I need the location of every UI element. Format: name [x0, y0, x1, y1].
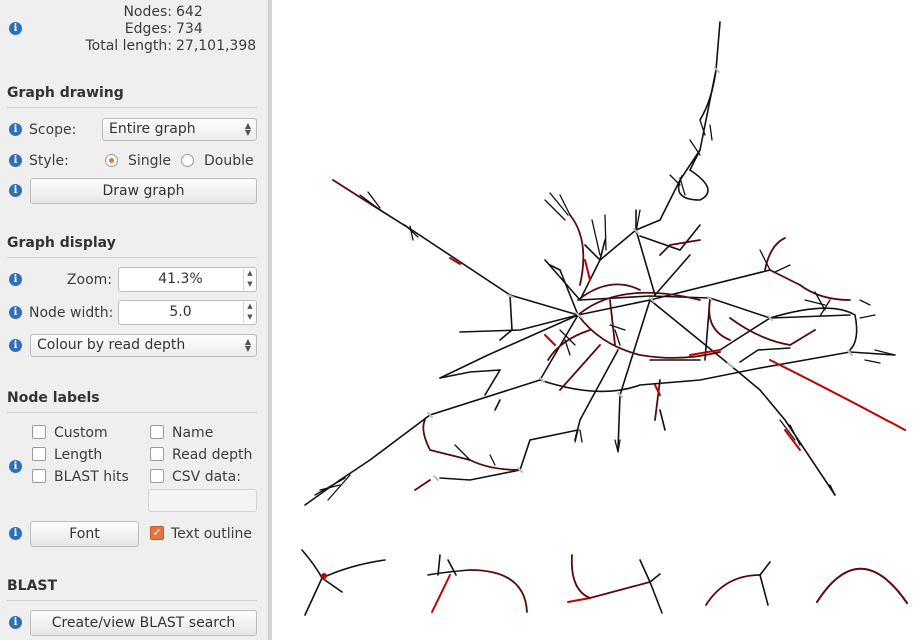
node-width-spinbox[interactable]: 5.0 ▲ ▼	[118, 300, 257, 325]
text-outline-label: Text outline	[171, 526, 252, 542]
blast-heading: BLAST	[7, 578, 58, 594]
csv-column-select	[148, 489, 257, 512]
graph-canvas[interactable]	[272, 0, 923, 640]
divider	[7, 600, 257, 601]
blast-hits-checkbox[interactable]	[32, 469, 46, 483]
graph-tips	[314, 119, 896, 501]
spin-arrows-icon[interactable]: ▲ ▼	[243, 301, 256, 324]
node-labels-heading: Node labels	[7, 390, 100, 406]
info-icon[interactable]: i	[9, 306, 22, 319]
info-icon[interactable]: i	[9, 273, 22, 286]
nodes-label: Nodes:	[123, 4, 172, 20]
info-icon[interactable]: i	[9, 22, 22, 35]
blast-hits-label: BLAST hits	[54, 469, 129, 485]
style-double-radio[interactable]	[181, 154, 194, 167]
length-label: Length	[54, 447, 103, 463]
create-blast-search-button[interactable]: Create/view BLAST search	[30, 610, 257, 636]
info-icon[interactable]: i	[9, 527, 22, 540]
style-single-label: Single	[128, 153, 172, 169]
edges-value: 734	[176, 21, 203, 37]
scope-select[interactable]: Entire graph ▲ ▼	[102, 118, 257, 141]
draw-graph-button[interactable]: Draw graph	[30, 178, 257, 204]
node-width-label: Node width:	[29, 305, 114, 321]
info-icon[interactable]: i	[9, 123, 22, 136]
spin-arrows-icon[interactable]: ▲ ▼	[243, 268, 256, 291]
colour-mode-select[interactable]: Colour by read depth ▲ ▼	[30, 334, 257, 357]
graph-edges-dark	[304, 21, 896, 506]
assembly-graph[interactable]	[272, 0, 923, 640]
style-label: Style:	[29, 153, 69, 169]
length-checkbox[interactable]	[32, 447, 46, 461]
font-button[interactable]: Font	[30, 521, 139, 547]
small-component-2	[427, 554, 528, 613]
total-length-label: Total length:	[85, 38, 173, 54]
zoom-label: Zoom:	[66, 272, 112, 288]
edges-label: Edges:	[124, 21, 172, 37]
colour-mode-value: Colour by read depth	[37, 337, 186, 353]
small-component-5	[816, 567, 908, 604]
small-component-4	[705, 561, 771, 606]
divider	[7, 412, 257, 413]
style-double-label: Double	[204, 153, 254, 169]
custom-checkbox[interactable]	[32, 425, 46, 439]
divider	[7, 257, 257, 258]
graph-edges-maroon	[332, 179, 851, 491]
zoom-value: 41.3%	[158, 271, 203, 287]
zoom-spinbox[interactable]: 41.3% ▲ ▼	[118, 267, 257, 292]
divider	[7, 107, 257, 108]
total-length-value: 27,101,398	[176, 38, 257, 54]
info-icon[interactable]: i	[9, 460, 22, 473]
name-checkbox[interactable]	[150, 425, 164, 439]
read-depth-checkbox[interactable]	[150, 447, 164, 461]
custom-label: Custom	[54, 425, 108, 441]
info-icon[interactable]: i	[9, 339, 22, 352]
nodes-value: 642	[176, 4, 203, 20]
graph-edges-red	[449, 257, 906, 451]
graph-drawing-heading: Graph drawing	[7, 85, 124, 101]
text-outline-checkbox[interactable]: ✓	[150, 526, 164, 540]
scope-value: Entire graph	[109, 121, 196, 137]
style-single-radio[interactable]	[105, 154, 118, 167]
panel-splitter[interactable]	[268, 0, 272, 640]
csv-data-label: CSV data:	[172, 469, 241, 485]
read-depth-label: Read depth	[172, 447, 253, 463]
info-icon[interactable]: i	[9, 154, 22, 167]
csv-data-checkbox[interactable]	[150, 469, 164, 483]
small-component-3	[567, 554, 663, 614]
info-icon[interactable]: i	[9, 184, 22, 197]
updown-arrow-icon: ▲ ▼	[244, 337, 251, 353]
scope-label: Scope:	[29, 122, 77, 138]
control-panel: i Nodes: 642 Edges: 734 Total length: 27…	[0, 0, 268, 640]
name-label: Name	[172, 425, 214, 441]
updown-arrow-icon: ▲ ▼	[244, 121, 251, 137]
graph-display-heading: Graph display	[7, 235, 116, 251]
small-component-1	[301, 549, 386, 616]
node-junctions	[427, 67, 853, 481]
info-icon[interactable]: i	[9, 616, 22, 629]
node-width-value: 5.0	[169, 304, 192, 320]
